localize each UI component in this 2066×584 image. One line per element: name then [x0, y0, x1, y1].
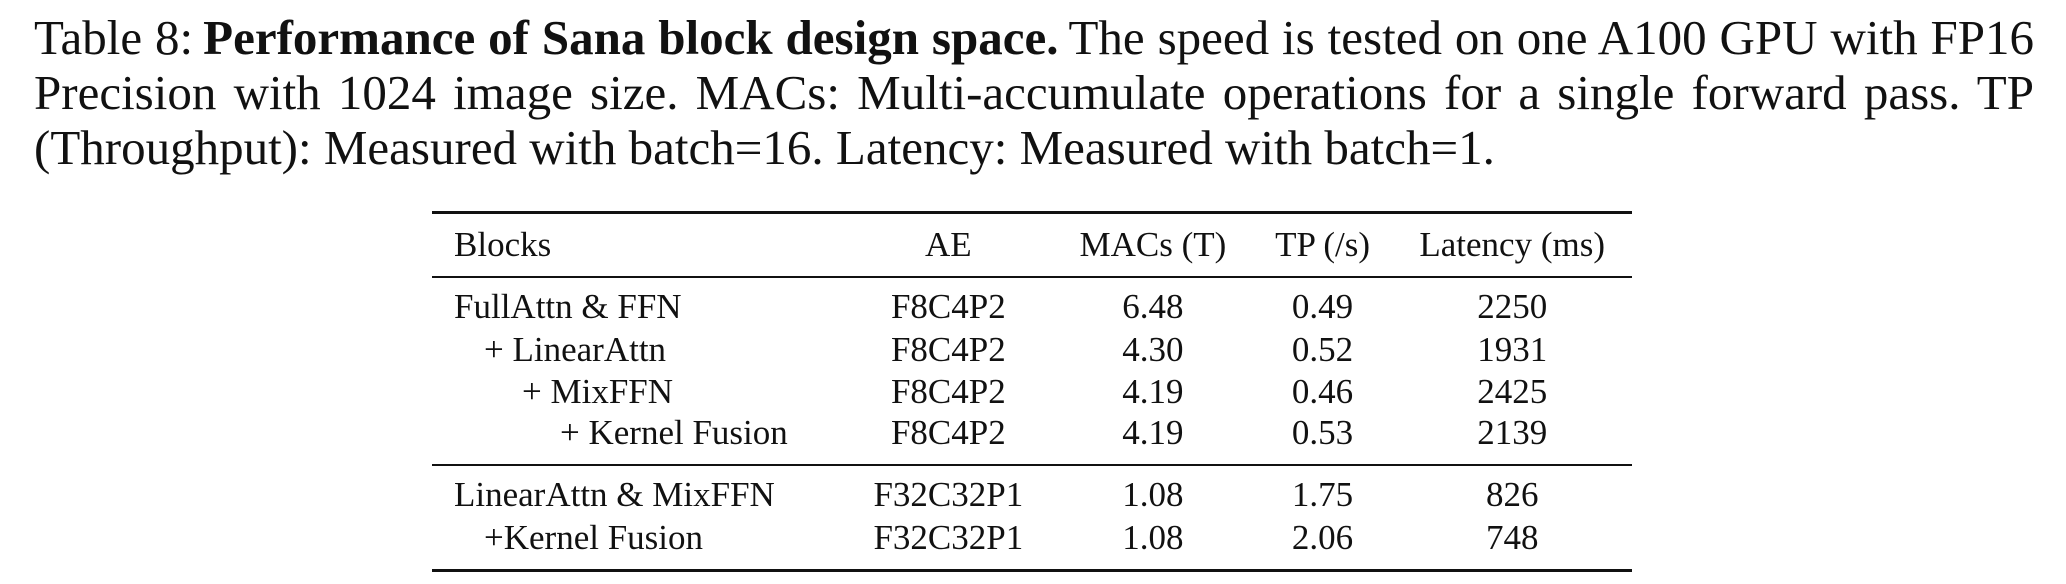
cell-macs: 4.19	[1122, 413, 1184, 452]
cell-block: LinearAttn & MixFFN	[454, 475, 775, 514]
cell-latency: 826	[1485, 475, 1539, 514]
cell-latency: 2425	[1477, 371, 1548, 411]
cell-block: + MixFFN	[432, 371, 844, 413]
cell-latency: 2139	[1477, 413, 1548, 452]
cell-block-text: +Kernel Fusion	[484, 517, 704, 557]
table-group-f32c32p1: LinearAttn & MixFFN F32C32P1 1.08 1.75 8…	[432, 464, 1632, 571]
cell-tp: 0.52	[1291, 329, 1354, 369]
caption-label: Table 8:	[34, 10, 194, 65]
table-row: + MixFFN F8C4P2 4.19 0.46 2425	[432, 371, 1632, 413]
cell-ae: F8C4P2	[890, 413, 1006, 452]
cell-tp: 0.53	[1291, 413, 1354, 452]
table-row: LinearAttn & MixFFN F32C32P1 1.08 1.75 8…	[432, 464, 1632, 517]
header-row: Blocks AE MACs (T) TP (/s) Latency (ms)	[432, 212, 1632, 277]
cell-block: +Kernel Fusion	[432, 517, 844, 571]
table-row: FullAttn & FFN F8C4P2 6.48 0.49 2250	[432, 276, 1632, 329]
results-table: Blocks AE MACs (T) TP (/s) Latency (ms) …	[432, 211, 1632, 572]
header-latency: Latency (ms)	[1419, 224, 1605, 264]
cell-tp: 0.46	[1291, 371, 1354, 411]
table-group-f8c4p2: FullAttn & FFN F8C4P2 6.48 0.49 2250 + L…	[432, 276, 1632, 465]
caption-paragraph: Table 8: Performance of Sana block design…	[34, 10, 2034, 175]
header-tp: TP (/s)	[1275, 224, 1371, 264]
table-row: + LinearAttn F8C4P2 4.30 0.52 1931	[432, 329, 1632, 371]
cell-tp: 1.75	[1291, 475, 1354, 514]
cell-macs: 1.08	[1122, 475, 1184, 514]
cell-macs: 6.48	[1122, 287, 1184, 326]
header-ae: AE	[925, 224, 972, 264]
table-caption: Table 8: Performance of Sana block design…	[34, 10, 2034, 175]
cell-macs: 4.19	[1122, 371, 1184, 411]
cell-macs: 1.08	[1122, 517, 1184, 557]
cell-latency: 748	[1485, 517, 1539, 557]
cell-latency: 1931	[1477, 329, 1548, 369]
cell-block-text: + MixFFN	[522, 371, 674, 411]
cell-tp: 2.06	[1291, 517, 1354, 557]
header-macs: MACs (T)	[1079, 224, 1227, 264]
cell-ae: F8C4P2	[890, 287, 1006, 326]
caption-title: Performance of Sana block design space.	[203, 10, 1059, 65]
cell-latency: 2250	[1477, 287, 1548, 326]
table-row: +Kernel Fusion F32C32P1 1.08 2.06 748	[432, 517, 1632, 571]
cell-ae: F32C32P1	[873, 517, 1024, 557]
cell-ae: F8C4P2	[890, 329, 1006, 369]
cell-ae: F8C4P2	[890, 371, 1006, 411]
cell-macs: 4.30	[1122, 329, 1184, 369]
cell-block: FullAttn & FFN	[454, 287, 682, 326]
cell-block: + Kernel Fusion	[432, 413, 844, 465]
caption-text: The speed is tested on one A100 GPU with…	[34, 10, 2035, 175]
cell-tp: 0.49	[1291, 287, 1354, 326]
cell-block-text: + LinearAttn	[484, 329, 667, 369]
cell-block: + LinearAttn	[432, 329, 844, 371]
cell-ae: F32C32P1	[873, 475, 1024, 514]
table-header: Blocks AE MACs (T) TP (/s) Latency (ms)	[432, 212, 1632, 277]
cell-block-text: + Kernel Fusion	[560, 413, 788, 452]
table-row: + Kernel Fusion F8C4P2 4.19 0.53 2139	[432, 413, 1632, 465]
header-blocks: Blocks	[454, 224, 552, 264]
